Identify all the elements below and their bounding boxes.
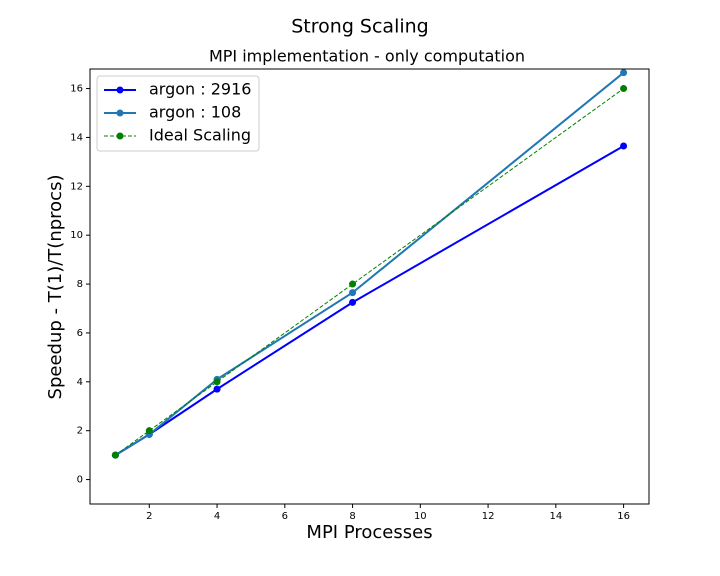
series-3-point [213, 378, 221, 386]
figure-suptitle: Strong Scaling [291, 16, 428, 38]
series-line-3 [115, 88, 624, 456]
series-2-point [620, 69, 628, 77]
legend-entry-label: argon : 108 [149, 103, 241, 122]
legend-entry-label: Ideal Scaling [149, 126, 251, 145]
y-tick-label: 4 [77, 377, 83, 388]
x-tick-label: 8 [349, 511, 355, 522]
series-3-point [145, 427, 153, 435]
y-tick-label: 8 [77, 279, 83, 290]
y-tick-label: 12 [70, 181, 83, 192]
legend-swatch-marker [116, 132, 124, 140]
y-tick-label: 6 [77, 328, 83, 339]
x-tick-label: 12 [482, 511, 495, 522]
legend: argon : 2916 argon : 108 Ideal Scaling [96, 75, 260, 152]
series-1-point [349, 298, 357, 306]
axis-ticks: 2 4 6 8 10 12 14 16 0 2 4 6 8 10 12 14 16 [70, 84, 630, 522]
x-tick-label: 10 [414, 511, 427, 522]
x-tick-label: 14 [549, 511, 562, 522]
axes-frame [89, 68, 650, 505]
legend-box [96, 75, 260, 152]
series-2-point [349, 289, 357, 297]
x-axis-label: MPI Processes [306, 522, 432, 543]
series-3-point [111, 451, 119, 459]
x-tick-label: 2 [146, 511, 152, 522]
series-group [111, 69, 628, 459]
series-3-point [620, 85, 628, 93]
series-1-point [213, 385, 221, 393]
y-tick-label: 16 [70, 84, 83, 95]
x-tick-label: 16 [617, 511, 630, 522]
series-1-point [620, 142, 628, 150]
y-tick-label: 10 [70, 230, 83, 241]
legend-swatch-marker [116, 109, 124, 117]
x-tick-label: 6 [282, 511, 288, 522]
series-3-point [349, 280, 357, 288]
y-tick-label: 0 [77, 475, 83, 486]
legend-entry-label: argon : 2916 [149, 80, 251, 99]
y-axis-label: Speedup - T(1)/T(nprocs) [45, 175, 66, 400]
legend-swatch-marker [116, 86, 124, 94]
y-tick-label: 14 [70, 132, 83, 143]
axes-title: MPI implementation - only computation [209, 47, 525, 66]
y-tick-label: 2 [77, 426, 83, 437]
x-tick-label: 4 [214, 511, 220, 522]
